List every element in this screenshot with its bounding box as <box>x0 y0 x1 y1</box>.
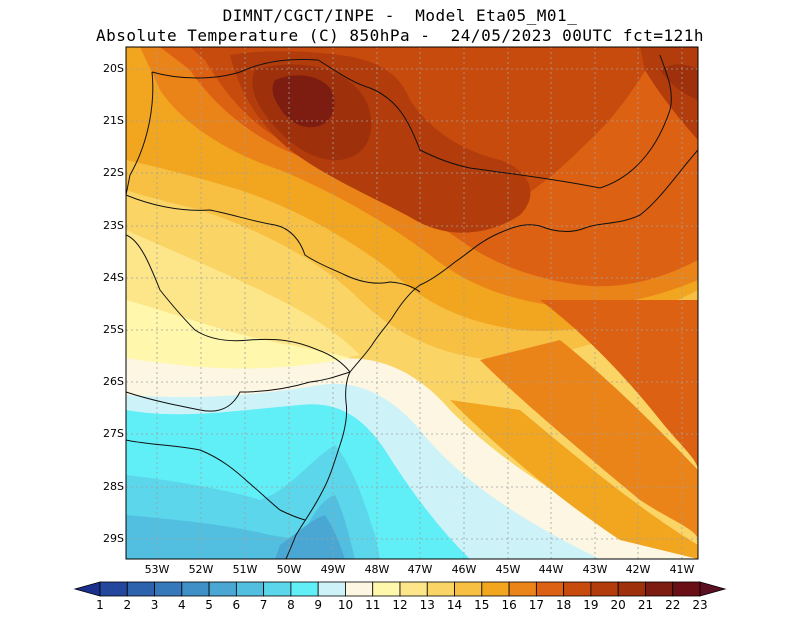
colorbar-label: 10 <box>337 598 354 612</box>
lat-label-29s: 29S <box>103 532 124 545</box>
lat-label-26s: 26S <box>103 375 124 388</box>
colorbar-swatch <box>99 581 128 597</box>
colorbar-label: 12 <box>392 598 408 612</box>
colorbar-swatch <box>263 581 292 597</box>
band-17-se <box>480 340 698 540</box>
lon-label-51w: 51W <box>232 563 258 576</box>
map-title-line1: DIMNT/CGCT/INPE - Model Eta05_M01_ <box>222 6 578 25</box>
colorbar-label: 16 <box>501 598 517 612</box>
colorbar-swatch <box>563 581 592 597</box>
lon-label-53w: 53W <box>144 563 170 576</box>
band-21-east <box>660 64 698 100</box>
lat-label-28s: 28S <box>103 480 124 493</box>
colorbar-label: 5 <box>205 598 213 612</box>
lat-label-23s: 23S <box>103 219 124 232</box>
colorbar-swatch <box>126 581 155 597</box>
colorbar-label: 8 <box>287 598 295 612</box>
colorbar-label: 20 <box>610 598 626 612</box>
colorbar-swatch <box>290 581 319 597</box>
colorbar-label: 17 <box>528 598 544 612</box>
colorbar-swatch <box>372 581 401 597</box>
lon-label-41w: 41W <box>669 563 695 576</box>
lat-label-24s: 24S <box>103 271 124 284</box>
border-sc-rs <box>126 439 306 521</box>
lat-label-20s: 20S <box>103 62 124 75</box>
coastline <box>285 149 698 559</box>
colorbar-swatch <box>154 581 183 597</box>
colorbar-swatch <box>181 581 210 597</box>
lon-label-46w: 46W <box>451 563 477 576</box>
grid-lines <box>126 47 698 559</box>
lon-label-43w: 43W <box>582 563 608 576</box>
map-title-line2: Absolute Temperature (C) 850hPa - 24/05/… <box>96 26 704 45</box>
colorbar-label: 1 <box>96 598 104 612</box>
colorbar-swatch <box>672 581 701 597</box>
colorbar-label: 3 <box>150 598 159 612</box>
colorbar-swatch <box>317 581 346 597</box>
colorbar-label: 4 <box>177 598 186 612</box>
colorbar-swatch <box>454 581 483 597</box>
colorbar-label: 6 <box>232 598 241 612</box>
lat-label-25s: 25S <box>103 323 124 336</box>
band-22 <box>272 75 335 128</box>
colorbar <box>73 581 727 597</box>
lon-label-48w: 48W <box>364 563 390 576</box>
colorbar-label: 18 <box>555 598 572 612</box>
lat-label-27s: 27S <box>103 427 124 440</box>
colorbar-swatch <box>235 581 265 597</box>
colorbar-label: 23 <box>692 598 708 612</box>
colorbar-label: 14 <box>446 598 463 612</box>
border-pr-sc <box>126 371 351 412</box>
lon-label-45w: 45W <box>495 563 521 576</box>
colorbar-label: 19 <box>583 598 599 612</box>
colorbar-swatch <box>481 581 510 597</box>
colorbar-swatch <box>345 581 374 597</box>
band-16-se <box>450 400 698 559</box>
border-ms-sp <box>126 71 154 196</box>
colorbar-swatch <box>508 581 537 597</box>
colorbar-label: 21 <box>637 598 654 612</box>
colorbar-label: 2 <box>123 598 132 612</box>
lon-label-44w: 44W <box>538 563 564 576</box>
colorbar-label: 22 <box>665 598 681 612</box>
colorbar-label: 11 <box>365 598 381 612</box>
lon-label-49w: 49W <box>320 563 346 576</box>
colorbar-label: 15 <box>474 598 490 612</box>
map-frame <box>125 46 699 560</box>
colorbar-swatch <box>617 581 646 597</box>
band-12 <box>126 300 350 369</box>
lat-label-21s: 21S <box>103 114 124 127</box>
colorbar-swatch <box>399 581 428 597</box>
lon-label-50w: 50W <box>276 563 302 576</box>
colorbar-min-arrow <box>73 581 101 597</box>
colorbar-swatch <box>645 581 674 597</box>
band-18-se <box>540 300 698 470</box>
band-6 <box>275 515 345 559</box>
border-west <box>126 234 351 373</box>
border-mg-sp <box>151 54 672 189</box>
border-sp-pr <box>126 194 421 293</box>
lat-label-22s: 22S <box>103 166 124 179</box>
colorbar-label: 9 <box>314 598 322 612</box>
lon-label-47w: 47W <box>407 563 433 576</box>
temperature-field <box>126 47 698 559</box>
colorbar-swatch <box>590 581 619 597</box>
colorbar-swatch <box>426 581 455 597</box>
colorbar-label: 13 <box>419 598 435 612</box>
colorbar-swatch <box>535 581 565 597</box>
lon-label-42w: 42W <box>625 563 651 576</box>
colorbar-label: 7 <box>259 598 268 612</box>
colorbar-swatch <box>208 581 237 597</box>
borders-coastline <box>126 54 698 559</box>
colorbar-max-arrow <box>699 581 727 597</box>
lon-label-52w: 52W <box>188 563 214 576</box>
